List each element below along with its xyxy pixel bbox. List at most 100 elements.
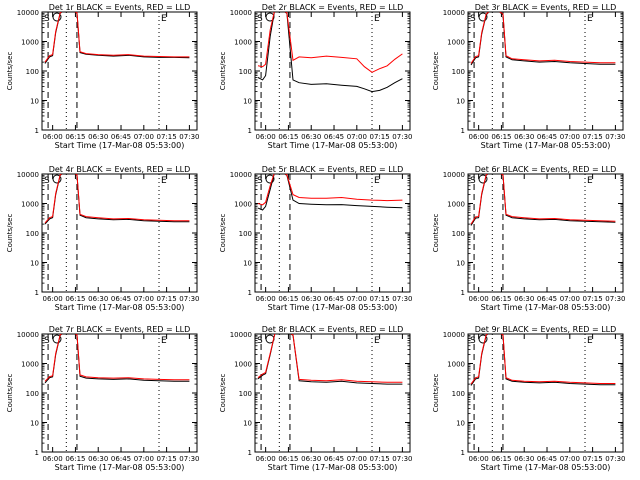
y-tick-label: 10	[30, 420, 39, 428]
start-circle-marker	[52, 334, 62, 344]
x-tick-label: 07:15	[370, 133, 390, 141]
start-marker: S	[470, 336, 476, 346]
plot-frame	[254, 11, 411, 131]
y-tick-label: 100	[452, 390, 465, 398]
end-marker: E	[161, 336, 167, 346]
y-tick-label: 1	[248, 449, 252, 457]
detector-chart: Det 5r BLACK = Events, RED = LLD 1 10 100 10…	[219, 165, 412, 312]
plot-frame	[41, 333, 198, 453]
lld-series-line	[470, 334, 616, 385]
x-tick-label: 06:30	[301, 455, 321, 463]
x-tick-label: 07:00	[134, 133, 154, 141]
x-tick-label: 07:30	[605, 133, 625, 141]
x-tick-label: 06:45	[111, 455, 131, 463]
x-tick-label: 06:30	[301, 133, 321, 141]
detector-chart: Det 8r BLACK = Events, RED = LLD 1 10 100 10…	[219, 325, 412, 472]
start-marker: S	[44, 336, 50, 346]
x-tick-label: 07:15	[157, 455, 177, 463]
x-tick-label: 07:00	[560, 455, 580, 463]
y-tick-label: 1000	[21, 39, 39, 47]
x-tick-label: 06:45	[324, 133, 344, 141]
y-axis-label: Counts/sec	[6, 374, 14, 413]
x-tick-label: 06:15	[278, 295, 298, 303]
y-tick-label: 1000	[447, 361, 465, 369]
x-tick-label: 06:30	[88, 295, 108, 303]
x-tick-label: 06:15	[65, 133, 85, 141]
x-tick-label: 06:30	[514, 455, 534, 463]
plot-frame	[254, 333, 411, 453]
chart-title: Det 3r BLACK = Events, RED = LLD	[475, 3, 617, 12]
end-marker: E	[587, 176, 593, 186]
x-tick-label: 06:15	[278, 455, 298, 463]
x-tick-label: 07:30	[392, 455, 412, 463]
y-tick-label: 1	[461, 449, 465, 457]
x-axis-label: Start Time (17-Mar-08 05:53:00)	[55, 463, 185, 472]
x-tick-label: 07:00	[347, 455, 367, 463]
x-tick-label: 06:15	[65, 295, 85, 303]
x-tick-label: 06:00	[43, 133, 63, 141]
x-tick-label: 07:00	[134, 295, 154, 303]
x-tick-label: 06:45	[537, 455, 557, 463]
events-series-line	[44, 174, 190, 225]
detector-chart: Det 1r BLACK = Events, RED = LLD 1 10 100 10…	[6, 3, 199, 150]
start-marker: S	[257, 336, 263, 346]
y-axis-label: Counts/sec	[219, 374, 227, 413]
y-tick-label: 10000	[17, 9, 39, 17]
start-circle-marker	[265, 174, 275, 184]
x-axis-label: Start Time (17-Mar-08 05:53:00)	[55, 303, 185, 312]
x-tick-label: 07:00	[134, 455, 154, 463]
y-tick-label: 10000	[230, 171, 252, 179]
x-tick-label: 07:00	[347, 295, 367, 303]
x-tick-label: 07:30	[179, 295, 199, 303]
y-tick-label: 10000	[230, 9, 252, 17]
lld-series-line	[44, 334, 190, 382]
x-tick-label: 07:15	[370, 455, 390, 463]
y-tick-label: 10000	[443, 171, 465, 179]
y-axis-label: Counts/sec	[432, 214, 440, 253]
x-tick-label: 06:00	[256, 133, 276, 141]
events-series-line	[44, 334, 190, 384]
end-marker: E	[587, 14, 593, 24]
x-axis-label: Start Time (17-Mar-08 05:53:00)	[481, 303, 611, 312]
detector-chart: Det 6r BLACK = Events, RED = LLD 1 10 100 10…	[432, 165, 625, 312]
y-tick-label: 1	[35, 289, 39, 297]
y-axis-label: Counts/sec	[6, 214, 14, 253]
y-tick-label: 10000	[443, 9, 465, 17]
y-tick-label: 10000	[17, 331, 39, 339]
plot-frame	[467, 333, 624, 453]
plot-frame	[467, 11, 624, 131]
lld-series-line	[44, 12, 190, 63]
events-series-line	[257, 12, 403, 93]
end-marker: E	[374, 14, 380, 24]
x-axis-label: Start Time (17-Mar-08 05:53:00)	[481, 141, 611, 150]
start-circle-marker	[478, 12, 488, 22]
end-marker: E	[161, 14, 167, 24]
x-tick-label: 07:15	[157, 295, 177, 303]
x-tick-label: 07:30	[605, 295, 625, 303]
plot-frame	[254, 173, 411, 293]
x-tick-label: 07:30	[605, 455, 625, 463]
y-tick-label: 100	[26, 390, 39, 398]
y-tick-label: 1000	[21, 201, 39, 209]
x-tick-label: 06:00	[469, 295, 489, 303]
y-tick-label: 10	[243, 98, 252, 106]
x-tick-label: 07:00	[560, 295, 580, 303]
y-tick-label: 1	[35, 449, 39, 457]
x-axis-label: Start Time (17-Mar-08 05:53:00)	[268, 303, 398, 312]
y-tick-label: 1000	[234, 201, 252, 209]
y-tick-label: 10	[456, 98, 465, 106]
detector-chart: Det 3r BLACK = Events, RED = LLD 1 10 100 10…	[432, 3, 625, 150]
events-series-line	[257, 334, 403, 385]
y-axis-label: Counts/sec	[432, 374, 440, 413]
lld-series-line	[257, 174, 403, 206]
x-tick-label: 06:15	[491, 295, 511, 303]
x-tick-label: 06:00	[43, 455, 63, 463]
start-marker: S	[470, 176, 476, 186]
x-tick-label: 06:45	[324, 455, 344, 463]
start-marker: S	[257, 176, 263, 186]
start-circle-marker	[52, 174, 62, 184]
plot-frame	[41, 11, 198, 131]
x-tick-label: 06:30	[88, 455, 108, 463]
x-tick-label: 07:15	[157, 133, 177, 141]
